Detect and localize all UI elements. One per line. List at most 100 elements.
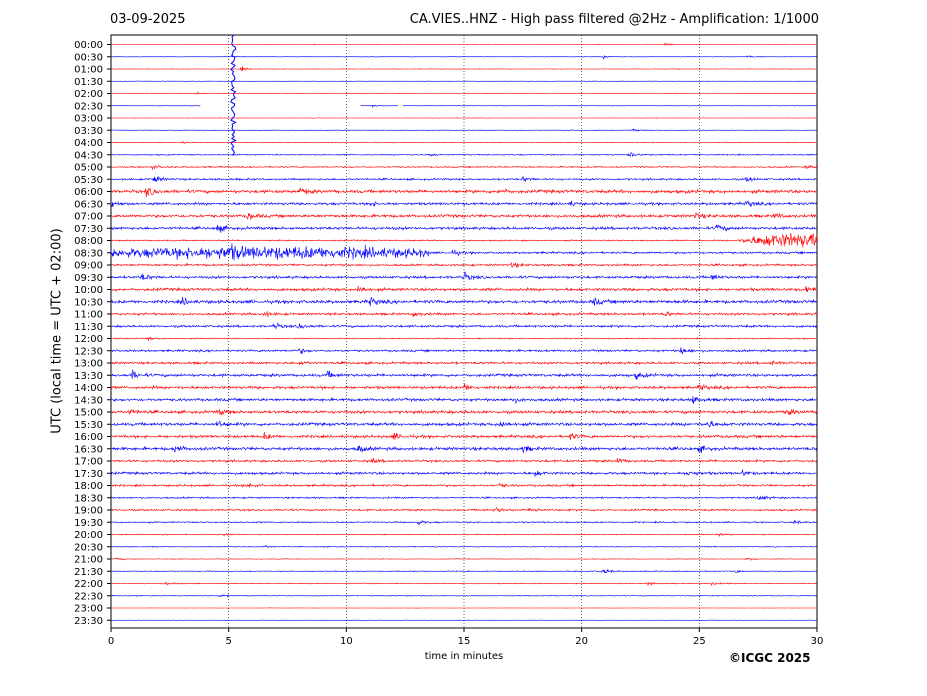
trace-1230: [110, 347, 818, 355]
trace-0800: [110, 232, 818, 248]
y-tick-label: 01:30: [74, 77, 103, 88]
y-tick-label: 00:30: [74, 52, 103, 63]
x-tick-label: 30: [811, 636, 824, 647]
y-tick-label: 21:00: [74, 555, 103, 566]
y-tick-label: 15:00: [74, 408, 103, 419]
y-tick-label: 19:00: [74, 506, 103, 517]
y-tick-label: 13:30: [74, 371, 103, 382]
trace-0530: [110, 175, 817, 182]
trace-0730: [111, 224, 818, 233]
trace-1800: [110, 482, 818, 488]
x-tick-label: 0: [108, 636, 114, 647]
trace-1030: [110, 296, 818, 307]
y-tick-label: 04:00: [74, 138, 103, 149]
y-tick-label: 15:30: [74, 420, 103, 431]
y-tick-label: 03:00: [74, 114, 103, 125]
trace-1400: [110, 383, 818, 391]
x-tick-label: 25: [693, 636, 706, 647]
trace-0130: [110, 80, 818, 82]
trace-0430: [110, 152, 817, 158]
y-tick-label: 17:00: [74, 457, 103, 468]
y-tick-label: 14:00: [74, 383, 103, 394]
y-tick-label: 06:30: [74, 199, 103, 210]
y-tick-label: 18:00: [74, 481, 103, 492]
y-tick-label: 09:30: [74, 273, 103, 284]
y-tick-label: 12:00: [74, 334, 103, 345]
y-tick-label: 09:00: [74, 261, 103, 272]
trace-1430: [110, 396, 818, 404]
trace-0830: [110, 243, 818, 261]
y-tick-label: 22:30: [74, 591, 103, 602]
y-tick-label: 10:00: [74, 285, 103, 296]
trace-2200: [111, 581, 818, 586]
trace-0700: [111, 212, 818, 221]
y-tick-label: 22:00: [74, 579, 103, 590]
y-tick-label: 16:30: [74, 444, 103, 455]
trace-1100: [111, 310, 818, 318]
y-tick-label: 07:30: [74, 224, 103, 235]
trace-0600: [111, 187, 817, 198]
trace-0030: [110, 55, 818, 61]
x-tick-label: 5: [225, 636, 231, 647]
date-label: 03-09-2025: [110, 12, 186, 27]
y-tick-label: 11:30: [74, 322, 103, 333]
event-spike: [230, 34, 237, 156]
y-tick-label: 23:00: [74, 604, 103, 615]
y-tick-label: 10:30: [74, 297, 103, 308]
y-tick-label: 01:00: [74, 65, 103, 76]
chart-title: CA.VIES..HNZ - High pass filtered @2Hz -…: [409, 12, 819, 27]
trace-1200: [110, 336, 818, 341]
trace-0200: [110, 91, 817, 95]
y-tick-label: 02:30: [74, 101, 103, 112]
y-tick-label: 18:30: [74, 493, 103, 504]
y-tick-label: 20:30: [74, 542, 103, 553]
trace-1300: [110, 360, 817, 366]
y-tick-label: 11:00: [74, 310, 103, 321]
y-tick-label: 20:00: [74, 530, 103, 541]
trace-1630: [110, 445, 818, 454]
y-tick-label: 08:30: [74, 248, 103, 259]
trace-0930: [110, 271, 818, 281]
x-tick-label: 15: [458, 636, 471, 647]
trace-1600: [110, 431, 818, 441]
y-tick-label: 03:30: [74, 126, 103, 137]
copyright-label: ©ICGC 2025: [729, 651, 811, 665]
trace-1330: [110, 369, 818, 380]
trace-1700: [110, 457, 818, 464]
trace-0500: [110, 164, 818, 171]
y-tick-label: 13:00: [74, 359, 103, 370]
trace-1830: [111, 495, 818, 501]
y-tick-label: 16:00: [74, 432, 103, 443]
trace-0230: [110, 104, 817, 108]
trace-2000: [110, 533, 818, 537]
trace-0400: [110, 140, 817, 144]
y-tick-label: 05:30: [74, 175, 103, 186]
y-tick-label: 05:00: [74, 163, 103, 174]
trace-0330: [110, 128, 818, 132]
y-tick-label: 14:30: [74, 395, 103, 406]
trace-1900: [110, 506, 818, 513]
trace-1130: [110, 322, 818, 330]
trace-0100: [110, 66, 818, 72]
y-tick-label: 21:30: [74, 567, 103, 578]
trace-2230: [110, 594, 818, 598]
trace-0300: [110, 117, 818, 119]
trace-0000: [111, 42, 818, 46]
y-tick-label: 23:30: [74, 616, 103, 627]
y-tick-label: 12:30: [74, 346, 103, 357]
y-tick-label: 19:30: [74, 518, 103, 529]
y-tick-label: 08:00: [74, 236, 103, 247]
trace-0900: [110, 261, 818, 269]
y-tick-label: 17:30: [74, 469, 103, 480]
trace-0630: [110, 200, 818, 207]
y-tick-label: 04:30: [74, 150, 103, 161]
y-axis-label: UTC (local time = UTC + 02:00): [49, 228, 65, 434]
trace-1730: [110, 469, 818, 477]
x-axis-label: time in minutes: [424, 651, 504, 662]
trace-1000: [110, 286, 818, 293]
y-tick-label: 02:00: [74, 89, 103, 100]
trace-1500: [110, 408, 818, 416]
trace-1530: [110, 420, 818, 428]
x-tick-label: 10: [340, 636, 353, 647]
